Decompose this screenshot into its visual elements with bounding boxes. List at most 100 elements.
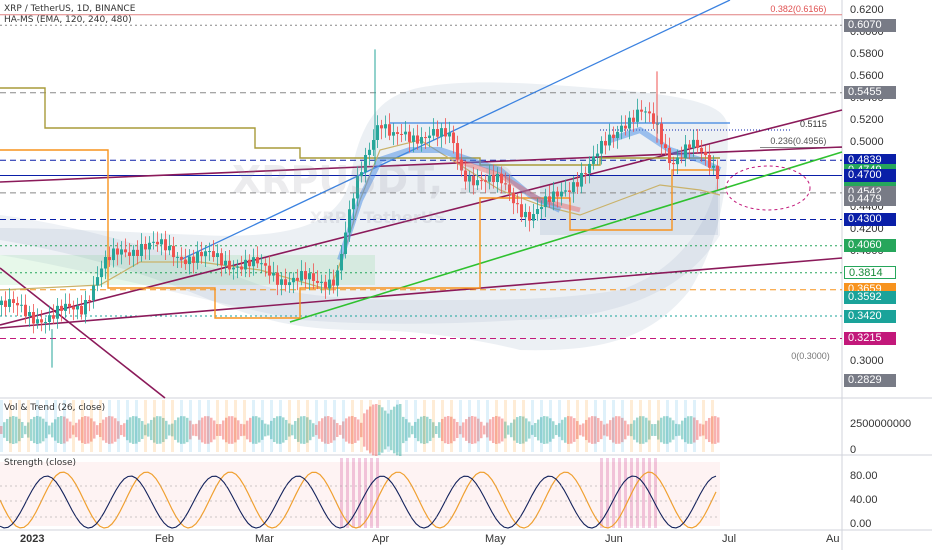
candle [252, 257, 255, 267]
candle [264, 263, 267, 266]
symbol-title[interactable]: XRP / TetherUS, 1D, BINANCE [4, 4, 136, 14]
volume-bar [300, 416, 303, 444]
candle [640, 109, 643, 112]
volume-bar [582, 423, 585, 437]
trend-band [144, 400, 147, 452]
volume-bar [129, 417, 132, 443]
fib-annotation-1: 0.236(0.4956) [770, 136, 827, 147]
candle [552, 191, 555, 202]
candle [132, 249, 135, 256]
candle [228, 260, 231, 270]
price-label-13[interactable]: 0.3420 [844, 309, 896, 323]
price-label-12[interactable]: 0.3592 [844, 290, 896, 304]
price-label-5[interactable]: 0.4700 [844, 169, 896, 183]
volume-bar [216, 424, 219, 436]
volume-bar [258, 417, 261, 443]
candle [48, 315, 51, 323]
price-label-7[interactable]: 0.4479 [844, 193, 896, 207]
volume-bar [570, 416, 573, 444]
volume-bar [408, 422, 411, 438]
trend-band [108, 400, 111, 452]
volume-bar [174, 420, 177, 440]
trend-band [495, 400, 498, 452]
volume-bar [42, 418, 45, 442]
time-label-3: Apr [372, 533, 390, 545]
indicator-title[interactable]: HA-MS (EMA, 120, 240, 480) [4, 15, 132, 25]
trend-band [27, 400, 30, 452]
volume-bar [663, 416, 666, 444]
volume-bar [18, 418, 21, 442]
volume-bar [345, 418, 348, 442]
candle [672, 163, 675, 165]
volume-bar [75, 422, 78, 438]
volume-bar [54, 419, 57, 441]
candle [128, 252, 131, 256]
green-zone [0, 255, 375, 285]
volume-bar [453, 418, 456, 442]
volume-bar [24, 425, 27, 435]
volume-bar [675, 423, 678, 437]
candle [608, 134, 611, 146]
volume-bar [717, 417, 720, 443]
volume-bar [243, 424, 246, 436]
volume-bar [39, 416, 42, 444]
volume-bar [576, 421, 579, 439]
price-label-2[interactable]: 0.4839 [844, 153, 896, 167]
price-label-10[interactable]: 0.3814 [844, 266, 896, 280]
candle [544, 196, 547, 208]
strength-signal [0, 475, 717, 529]
volume-bar [324, 416, 327, 444]
price-label-15[interactable]: 0.2829 [844, 374, 896, 388]
volume-bar [183, 416, 186, 444]
trend-band [189, 400, 192, 452]
volume-bar [117, 421, 120, 439]
volume-bar [648, 420, 651, 440]
volume-bar [132, 416, 135, 444]
candle [548, 196, 551, 202]
trend-band [90, 400, 93, 452]
volume-bar [483, 425, 486, 435]
trend-band [180, 400, 183, 452]
trend-band [450, 400, 453, 452]
volume-bar [144, 424, 147, 436]
candle [360, 172, 363, 177]
volume-bar [651, 424, 654, 436]
volume-bar [522, 416, 525, 444]
channel-lower-line [0, 257, 843, 329]
price-label-1[interactable]: 0.5455 [844, 86, 896, 100]
candle [448, 132, 451, 137]
candle [692, 139, 695, 149]
price-label-14[interactable]: 0.3215 [844, 331, 896, 345]
volume-bar [429, 418, 432, 442]
price-tick-6: 0.5000 [850, 135, 884, 148]
vol-pane-title[interactable]: Vol & Trend (26, close) [4, 403, 106, 413]
volume-bar [426, 416, 429, 444]
trend-band [675, 400, 678, 452]
candle [292, 277, 295, 283]
candle [96, 277, 99, 286]
volume-bar [171, 423, 174, 437]
volume-bar [588, 417, 591, 443]
volume-bar [354, 417, 357, 443]
candle [428, 135, 431, 139]
strength-highlight [340, 458, 343, 528]
trend-band [9, 400, 12, 452]
candle [52, 315, 55, 319]
candle [184, 259, 187, 265]
candle [488, 174, 491, 182]
candle [444, 128, 447, 137]
candle [308, 273, 311, 280]
volume-bar [201, 417, 204, 443]
price-label-0[interactable]: 0.6070 [844, 18, 896, 32]
volume-bar [180, 416, 183, 444]
price-tick-10: 0.4200 [850, 223, 884, 236]
price-label-9[interactable]: 0.4060 [844, 239, 896, 253]
strength-pane-title[interactable]: Strength (close) [4, 458, 76, 468]
trend-band [0, 400, 3, 452]
candle [32, 312, 35, 324]
volume-bar [468, 416, 471, 444]
volume-bar [510, 422, 513, 438]
volume-bar [438, 422, 441, 438]
price-label-8[interactable]: 0.4300 [844, 212, 896, 226]
